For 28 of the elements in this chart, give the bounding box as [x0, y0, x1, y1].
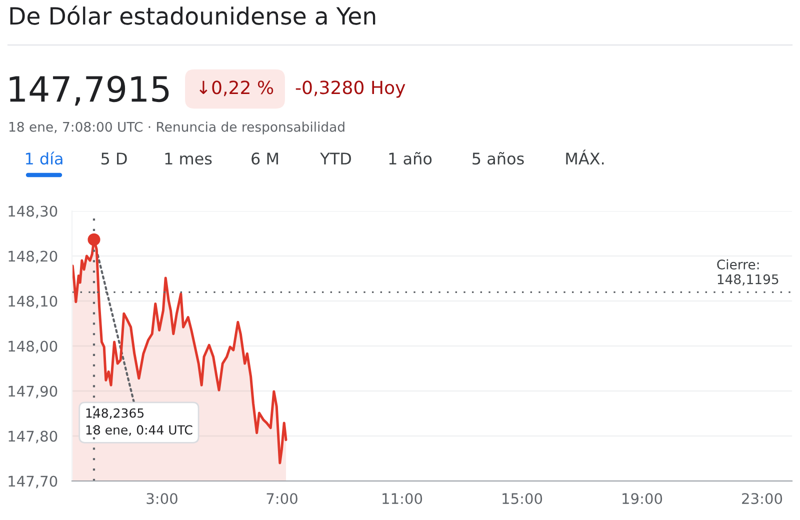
x-tick-label: 23:00: [742, 493, 782, 504]
annotation: 148,2365 18 ene, 0:44 UTC: [86, 408, 192, 436]
y-tick-label: 148,30: [8, 206, 58, 218]
text: 5 años: [472, 152, 524, 165]
y-tick-label: 147,90: [8, 386, 58, 398]
text: -0,3280 Hoy: [296, 80, 406, 98]
text: 1 día: [26, 152, 62, 165]
y-tick-label: 147,70: [8, 476, 58, 488]
y-tick-label: 147,80: [8, 430, 58, 444]
text: 1 año: [389, 152, 432, 165]
text: YTD: [320, 152, 351, 164]
x-tick-label: 3:00: [146, 493, 178, 504]
text: 6 M: [252, 152, 278, 165]
x-tick-label: 19:00: [622, 493, 662, 504]
text: 147,7915: [10, 76, 169, 106]
ref-line-label: Cierre: 148,1195: [717, 259, 778, 286]
chart-title: De Dólar estadounidense a Yen: [10, 6, 376, 25]
text: ↓0,22 %: [200, 80, 274, 96]
x-tick-label: 11:00: [382, 493, 422, 504]
x-tick-label: 7:00: [266, 493, 298, 504]
text: 5 D: [101, 152, 127, 165]
text: 1 mes: [165, 152, 212, 165]
text: 18 ene, 7:08:00 UTC · Renuncia de responsabilidad: [9, 122, 344, 134]
y-tick-label: 148,10: [8, 296, 58, 308]
text: MÁX.: [566, 150, 604, 164]
y-tick-label: 148,00: [8, 340, 58, 354]
x-tick-label: 15:00: [502, 493, 542, 504]
y-tick-label: 148,20: [8, 250, 58, 264]
